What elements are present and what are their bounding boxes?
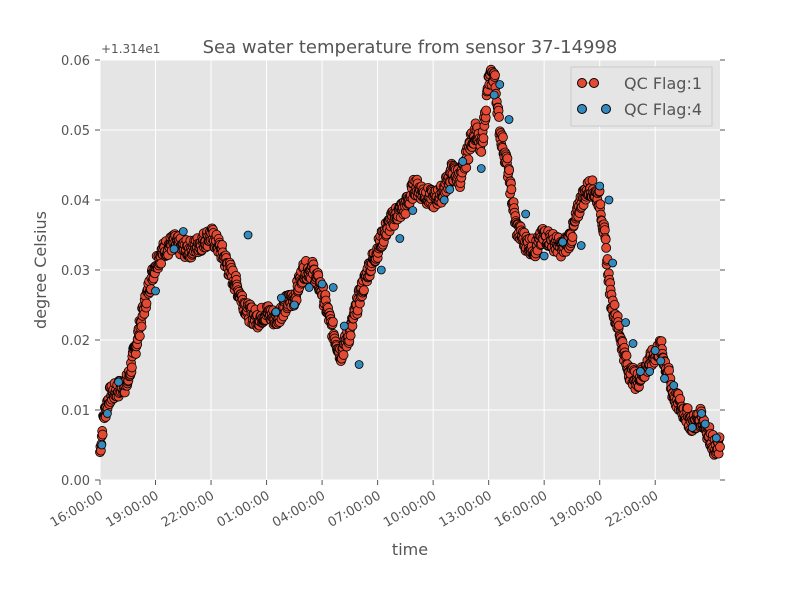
data-point-flag-4 (445, 185, 455, 194)
data-point-flag-1 (141, 298, 152, 309)
data-point-flag-1 (567, 232, 578, 242)
data-point-flag-4 (645, 367, 655, 376)
data-point-flag-4 (276, 293, 286, 303)
data-point-flag-1 (97, 429, 108, 440)
legend-marker-flag-1b (589, 78, 599, 88)
data-point-flag-1 (494, 112, 504, 122)
data-point-flag-1 (481, 105, 492, 116)
data-point-flag-4 (576, 241, 586, 250)
data-point-flag-4 (687, 423, 697, 432)
y-tick-label: 0.02 (61, 334, 90, 349)
chart-title: Sea water temperature from sensor 37-149… (203, 37, 618, 58)
data-point-flag-4 (697, 409, 706, 418)
y-tick-label: 0.00 (61, 474, 90, 489)
data-point-flag-4 (328, 283, 338, 292)
x-axis-label: time (392, 540, 428, 559)
data-point-flag-1 (600, 234, 611, 245)
data-point-flag-1 (338, 350, 349, 360)
data-point-flag-4 (608, 258, 618, 268)
data-point-flag-4 (439, 195, 449, 205)
data-point-flag-4 (317, 279, 327, 289)
legend-marker-flag-4b (601, 104, 611, 114)
data-point-flag-4 (650, 346, 660, 355)
data-point-flag-4 (169, 244, 179, 254)
data-point-flag-4 (97, 440, 107, 450)
data-point-flag-1 (621, 350, 632, 361)
data-point-flag-1 (490, 70, 500, 81)
data-point-flag-4 (595, 181, 605, 191)
y-axis-offset-label: +1.314e1 (101, 42, 160, 56)
data-point-flag-4 (458, 157, 468, 166)
data-point-flag-4 (243, 230, 253, 240)
legend-label-flag-4: QC Flag:4 (624, 100, 702, 119)
data-point-flag-1 (134, 331, 145, 341)
data-point-flag-4 (656, 356, 666, 366)
data-point-flag-4 (114, 377, 123, 387)
data-point-flag-4 (408, 206, 418, 215)
data-point-flag-1 (506, 184, 517, 195)
data-point-flag-1 (504, 165, 515, 176)
data-point-flag-4 (103, 409, 112, 418)
legend-marker-flag-1 (577, 78, 587, 88)
data-point-flag-4 (636, 367, 645, 376)
y-tick-label: 0.06 (61, 54, 90, 69)
data-point-flag-4 (604, 195, 614, 205)
data-point-flag-4 (304, 283, 314, 292)
data-point-flag-4 (700, 419, 710, 429)
y-tick-label: 0.05 (61, 124, 90, 139)
data-point-flag-4 (271, 307, 281, 317)
data-point-flag-1 (587, 175, 598, 186)
data-point-flag-4 (495, 80, 505, 89)
legend-marker-flag-4 (577, 104, 587, 114)
data-point-flag-1 (328, 316, 338, 327)
data-point-flag-4 (660, 374, 669, 383)
data-point-flag-4 (628, 339, 638, 348)
y-tick-label: 0.04 (61, 194, 90, 209)
y-axis-label: degree Celsius (31, 211, 50, 329)
data-point-flag-1 (498, 132, 508, 143)
data-point-flag-4 (289, 300, 299, 310)
data-point-flag-4 (489, 90, 499, 100)
legend: QC Flag:1 QC Flag:4 (570, 66, 713, 127)
data-point-flag-4 (354, 360, 364, 369)
data-point-flag-4 (669, 381, 679, 390)
data-point-flag-4 (395, 234, 405, 243)
data-point-flag-4 (151, 286, 160, 296)
data-point-flag-1 (359, 285, 369, 296)
data-point-flag-1 (609, 299, 620, 310)
data-point-flag-1 (601, 242, 612, 253)
data-point-flag-4 (539, 251, 549, 261)
data-point-flag-1 (595, 199, 606, 210)
data-point-flag-4 (376, 265, 386, 275)
legend-label-flag-1: QC Flag:1 (624, 74, 702, 93)
data-point-flag-1 (664, 365, 674, 376)
data-point-flag-1 (476, 146, 487, 157)
data-point-flag-1 (126, 362, 137, 373)
data-point-flag-4 (621, 318, 631, 327)
legend-box (570, 66, 713, 127)
data-point-flag-1 (478, 133, 489, 144)
y-tick-label: 0.01 (61, 404, 90, 419)
data-point-flag-1 (345, 330, 356, 341)
series-qc-flag-4 (97, 80, 721, 450)
y-tick-label: 0.03 (61, 264, 90, 279)
data-point-flag-1 (715, 441, 725, 452)
data-point-flag-4 (339, 321, 349, 331)
data-point-flag-4 (711, 433, 721, 443)
data-point-flag-1 (502, 153, 513, 164)
data-point-flag-4 (504, 115, 514, 124)
data-point-flag-4 (178, 227, 188, 236)
data-point-flag-4 (521, 209, 531, 219)
data-point-flag-1 (136, 321, 147, 332)
data-point-flag-4 (476, 164, 486, 173)
data-point-flag-4 (558, 237, 568, 247)
